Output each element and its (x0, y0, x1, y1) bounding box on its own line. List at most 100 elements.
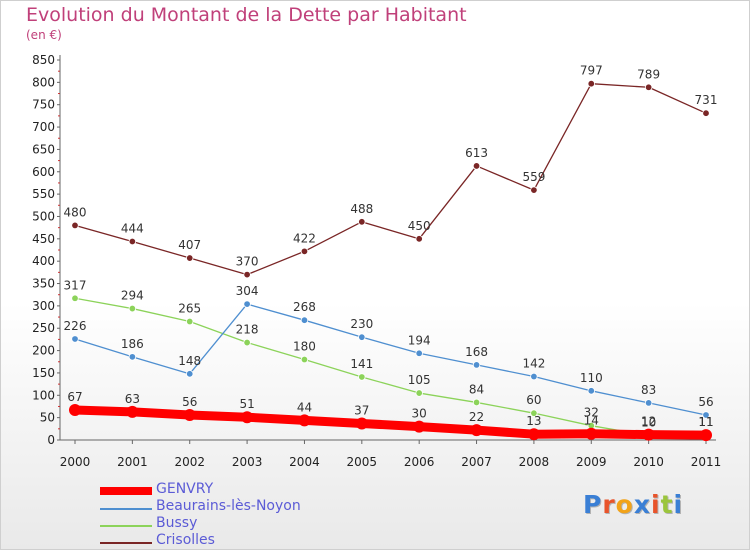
data-point (530, 409, 538, 417)
logo-letter: i (651, 490, 661, 519)
data-label: 11 (698, 415, 713, 429)
data-label: 168 (465, 345, 488, 359)
data-label: 230 (350, 317, 373, 331)
data-label: 180 (293, 340, 316, 354)
logo-letter: o (615, 490, 634, 519)
data-point (186, 370, 194, 378)
data-label: 797 (580, 64, 603, 78)
data-point (243, 338, 251, 347)
data-label: 56 (182, 395, 197, 409)
data-point (413, 420, 426, 433)
data-label: 444 (121, 222, 144, 236)
data-point (186, 317, 194, 326)
data-label: 218 (236, 323, 259, 337)
legend-swatch (100, 542, 152, 544)
data-point (530, 372, 538, 381)
data-point (415, 389, 423, 397)
data-label: 67 (67, 390, 82, 404)
data-label: 294 (121, 289, 144, 303)
data-label: 32 (584, 406, 599, 420)
x-tick-label: 2003 (232, 455, 263, 469)
data-point (415, 235, 423, 243)
data-point (358, 333, 366, 341)
data-label: 12 (641, 415, 656, 429)
logo-letter: t (660, 490, 674, 519)
y-tick-label: 750 (32, 98, 55, 112)
data-label: 317 (64, 278, 87, 292)
data-label: 268 (293, 300, 316, 314)
data-point (472, 361, 481, 369)
data-label: 110 (580, 371, 603, 385)
chart-subtitle: (en €) (26, 28, 62, 42)
y-tick-label: 250 (32, 321, 55, 335)
data-point (241, 411, 254, 424)
data-point (69, 404, 81, 417)
data-point (128, 304, 137, 313)
data-point (128, 353, 137, 361)
data-point (300, 247, 309, 256)
y-tick-label: 450 (32, 232, 55, 246)
data-point (71, 294, 79, 302)
data-label: 304 (236, 284, 259, 298)
logo-letter: x (633, 490, 651, 519)
chart-title: Evolution du Montant de la Dette par Hab… (26, 4, 467, 26)
series-line-genvry (74, 405, 707, 440)
series-line-crisolles (74, 83, 707, 276)
y-tick-label: 300 (32, 299, 55, 313)
y-tick-label: 650 (32, 142, 55, 156)
x-tick-label: 2008 (519, 455, 550, 469)
data-point (358, 218, 366, 226)
data-point (355, 417, 368, 430)
y-tick-label: 850 (32, 53, 55, 67)
data-label: 226 (64, 319, 87, 333)
x-tick-label: 2005 (347, 455, 378, 469)
data-point (243, 300, 251, 308)
data-label: 37 (354, 403, 369, 417)
legend-label: Beaurains-lès-Noyon (156, 498, 301, 514)
series-line-bussy (74, 297, 707, 437)
data-point (702, 411, 710, 419)
data-point (300, 316, 309, 324)
data-point (470, 424, 483, 437)
data-label: 51 (239, 397, 254, 411)
data-point (472, 162, 481, 170)
data-point (642, 428, 655, 441)
x-tick-label: 2011 (691, 455, 722, 469)
y-tick-label: 550 (32, 187, 55, 201)
data-label: 559 (522, 170, 545, 184)
data-point (644, 399, 653, 407)
data-label: 186 (121, 337, 144, 351)
data-point (186, 254, 194, 262)
data-label: 731 (695, 93, 718, 107)
data-label: 789 (637, 67, 660, 81)
data-point (415, 349, 423, 357)
data-label: 105 (408, 373, 431, 387)
data-label: 60 (526, 393, 541, 407)
data-point (700, 429, 712, 442)
data-point (128, 237, 137, 246)
data-label: 141 (350, 357, 373, 371)
data-point (527, 428, 540, 441)
data-label: 488 (350, 202, 373, 216)
data-label: 11 (698, 415, 713, 429)
series-line-beaurains-l-s-noyon (74, 303, 707, 416)
data-point (587, 79, 595, 88)
x-tick-label: 2010 (633, 455, 664, 469)
data-point (472, 398, 481, 407)
data-label: 30 (412, 407, 427, 421)
y-tick-label: 700 (32, 120, 55, 134)
logo-letter: P (583, 490, 603, 519)
data-label: 265 (178, 302, 201, 316)
y-tick-label: 600 (32, 165, 55, 179)
data-label: 370 (236, 255, 259, 269)
data-label: 407 (178, 238, 201, 252)
y-tick-label: 100 (32, 388, 55, 402)
x-tick-label: 2001 (117, 455, 148, 469)
data-point (298, 414, 311, 427)
data-point (243, 270, 251, 279)
y-tick-label: 500 (32, 209, 55, 223)
data-label: 56 (698, 395, 713, 409)
x-tick-label: 2002 (174, 455, 205, 469)
